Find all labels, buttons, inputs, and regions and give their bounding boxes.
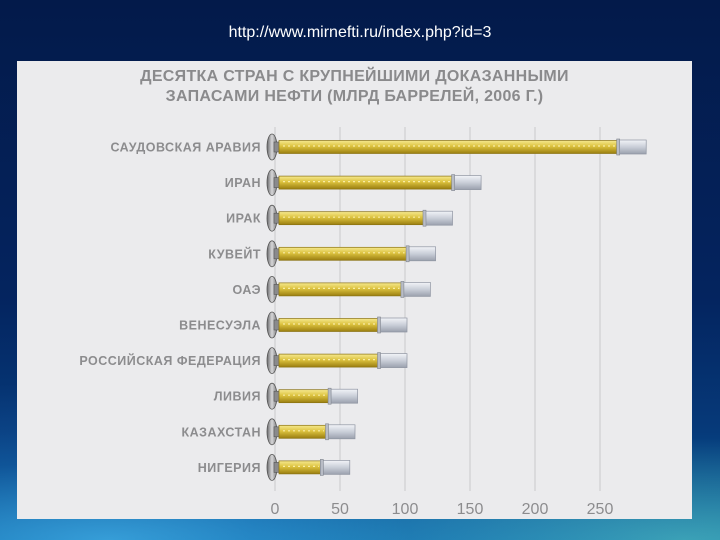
bar-cap-ring — [325, 423, 329, 441]
category-label: САУДОВСКАЯ АРАВИЯ — [110, 141, 261, 155]
bar-body — [278, 389, 330, 404]
bar-cap — [321, 460, 351, 475]
bar-cap — [407, 246, 436, 262]
category-label: НИГЕРИЯ — [198, 461, 261, 475]
x-tick-label: 100 — [392, 501, 419, 518]
bar-cap-ring — [377, 352, 381, 369]
category-label: ИРАК — [226, 212, 261, 226]
bar — [266, 311, 408, 339]
bar-cap — [329, 388, 358, 404]
x-tick-label: 150 — [457, 501, 484, 518]
bar-chart: САУДОВСКАЯ АРАВИЯ ИРАН ИРАК КУВЕЙТ ОАЭ ВЕНЕСУ… — [79, 127, 647, 518]
category-label: КАЗАХСТАН — [182, 425, 262, 439]
bar-cap-ring — [377, 316, 381, 334]
bar-cap-ring — [616, 138, 621, 156]
x-tick-label: 250 — [587, 501, 614, 518]
bar — [266, 453, 351, 481]
bar-cap-ring — [422, 209, 427, 227]
chart-title-line1: ДЕСЯТКА СТРАН С КРУПНЕЙШИМИ ДОКАЗАННЫМИ — [140, 68, 569, 85]
bar-body — [278, 140, 619, 154]
bar-body — [278, 175, 454, 190]
bar-body — [278, 282, 403, 297]
bar — [266, 347, 408, 375]
bar-cap — [452, 175, 482, 190]
category-label: ВЕНЕСУЭЛА — [179, 319, 261, 333]
chart-title-line2: ЗАПАСАМИ НЕФТИ (МЛРД БАРРЕЛЕЙ, 2006 Г.) — [165, 88, 544, 105]
bar-cap — [378, 353, 408, 368]
bar-body — [278, 211, 425, 226]
bar — [266, 169, 482, 196]
x-tick-label: 200 — [522, 501, 549, 518]
bar-cap — [326, 424, 356, 440]
bar-cap — [617, 139, 647, 155]
bar-cap-ring — [319, 459, 324, 476]
category-label: РОССИЙСКАЯ ФЕДЕРАЦИЯ — [79, 353, 261, 368]
bar — [266, 133, 647, 161]
x-tick-label: 0 — [271, 501, 280, 518]
bar-body — [278, 424, 328, 439]
bar-cap-ring — [400, 281, 405, 298]
x-tick-label: 50 — [331, 501, 349, 518]
bar-cap-ring — [451, 174, 455, 191]
category-label: ЛИВИЯ — [214, 390, 261, 404]
source-url: http://www.mirnefti.ru/index.php?id=3 — [228, 24, 492, 41]
bar-cap — [424, 210, 453, 226]
bar-body — [278, 246, 408, 261]
category-label: ИРАН — [225, 176, 261, 190]
chart-title: ДЕСЯТКА СТРАН С КРУПНЕЙШИМИ ДОКАЗАННЫМИ … — [17, 67, 692, 107]
bar-cap-ring — [327, 387, 332, 405]
bar — [266, 204, 453, 232]
bar-cap — [402, 282, 431, 297]
bar-body — [278, 460, 323, 475]
bar — [266, 275, 431, 303]
bar-body — [278, 353, 380, 368]
category-label: КУВЕЙТ — [208, 246, 261, 261]
bar-cap-ring — [405, 245, 410, 263]
bar — [266, 240, 436, 268]
category-label: ОАЭ — [232, 283, 261, 297]
bar-body — [278, 318, 380, 332]
bar — [266, 418, 356, 446]
bar-cap — [378, 317, 408, 333]
chart-panel: ДЕСЯТКА СТРАН С КРУПНЕЙШИМИ ДОКАЗАННЫМИ … — [17, 61, 692, 519]
bar — [266, 382, 358, 410]
